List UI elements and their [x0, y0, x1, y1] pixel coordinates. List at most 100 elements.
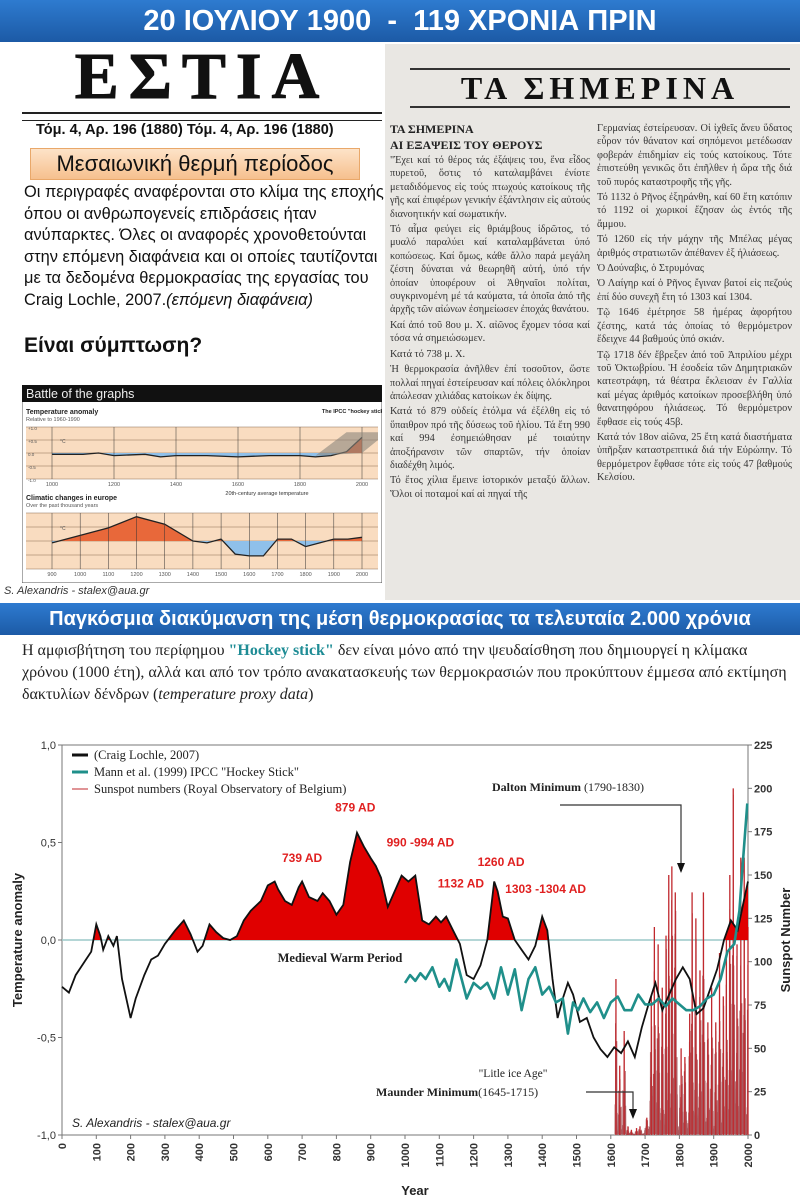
- panel-x-tick: 900: [47, 572, 56, 578]
- battle-of-graphs-chart: Battle of the graphs Temperature anomalyR…: [22, 385, 382, 583]
- panel-series-line: [51, 516, 363, 557]
- panel-subtitle: Relative to 1960-1990: [26, 417, 80, 423]
- section-masthead: ΤΑ ΣΗΜΕΡΙΝΑ: [385, 44, 800, 108]
- maunder-bold: Maunder Minimum: [376, 1085, 478, 1099]
- newspaper-paragraph: ΤΑ ΣΗΜΕΡΙΝΑ: [390, 122, 474, 136]
- panel-x-tick: 1300: [159, 572, 171, 578]
- panel-title: Temperature anomaly: [26, 409, 98, 416]
- panel-title: Climatic changes in europe: [26, 495, 117, 502]
- newspaper-paragraph: Τό 1132 ὁ Ρῆνος ἐξηράνθη, καί 60 ἔτη κατ…: [597, 192, 792, 230]
- newspaper-paragraph: Καί ἀπό τοῦ 8ου μ. Χ. αἰῶνος ἔχομεν τόσα…: [390, 319, 590, 345]
- y2-tick-label: 0: [754, 1130, 760, 1142]
- x-tick-label: 200: [126, 1143, 138, 1161]
- peak-annotation: 1260 AD: [478, 855, 525, 869]
- masthead-rule: [22, 112, 382, 121]
- y-tick-label: 1,0: [41, 740, 56, 752]
- y2-tick-label: 50: [754, 1043, 766, 1055]
- chart-credit: S. Alexandris - stalex@aua.gr: [72, 1116, 231, 1130]
- y-tick-label: 0,0: [41, 935, 56, 947]
- maunder-minimum-label: Maunder Minimum(1645-1715): [376, 1085, 538, 1099]
- newspaper-paragraph: Γερμανίας ἐστείρευσαν. Οἱ ἰχθεῖς ἄνευ ὕδ…: [597, 123, 792, 188]
- y2-tick-label: 200: [754, 783, 772, 795]
- maunder-arrow-head: [629, 1109, 637, 1119]
- intro-text: Οι περιγραφές αναφέρονται στο κλίμα της …: [24, 182, 384, 312]
- panel-x-tick: 1600: [243, 572, 255, 578]
- inset-title-bar: [22, 385, 382, 402]
- newspaper-paragraph: Ἡ θερμοκρασία ἀνῆλθεν ἐπί τοσοῦτον, ὥστε…: [390, 364, 590, 402]
- x-tick-label: 1900: [709, 1143, 721, 1167]
- lochle-series-line: [61, 830, 749, 1060]
- x-tick-label: 1200: [469, 1143, 481, 1167]
- newspaper-paragraph: Τό 1260 εἰς τήν μάχην τῆς Μπέλας μέγας ἀ…: [597, 234, 792, 259]
- maunder-years: (1645-1715): [478, 1085, 538, 1099]
- x-tick-label: 600: [263, 1143, 275, 1161]
- para-text: ): [308, 686, 314, 703]
- dalton-minimum-label: Dalton Minimum (1790-1830): [492, 780, 644, 794]
- hockey-stick-annotation: The IPCC "hockey stick": [322, 409, 382, 415]
- warm-period-fill: [62, 832, 748, 940]
- y2-tick-label: 75: [754, 1000, 766, 1012]
- newspaper-paragraph: Κατά τό 738 μ. Χ.: [390, 348, 466, 360]
- y-axis-label: Temperature anomaly: [10, 872, 25, 1007]
- x-tick-label: 1500: [572, 1143, 584, 1167]
- y2-tick-label: 225: [754, 740, 772, 752]
- page-title: 20 ΙΟΥΛΙΟΥ 1900 - 119 ΧΡΟΝΙΑ ΠΡΙΝ: [0, 0, 800, 42]
- panel-unit: °C: [60, 439, 66, 445]
- peak-annotation: 879 AD: [335, 800, 376, 814]
- x-tick-label: 400: [194, 1143, 206, 1161]
- panel-x-tick: 2000: [356, 482, 368, 488]
- hockey-stick-highlight: "Hockey stick": [228, 642, 334, 659]
- newspaper-paragraph: Ὁ Δούναβις, ὁ Στρυμόνας: [597, 263, 705, 275]
- panel-subtitle: Over the past thousand years: [26, 503, 98, 509]
- newspaper-paragraph: Κατά τόν 18ον αἰῶνα, 25 ἔτη κατά διαστήμ…: [597, 431, 792, 484]
- x-tick-label: 1800: [674, 1143, 686, 1167]
- little-ice-age-label: "Litle ice Age": [479, 1068, 548, 1080]
- x-tick-label: 1700: [640, 1143, 652, 1167]
- newspaper-paragraph: ΑΙ ΕΞΑΨΕΙΣ ΤΟΥ ΘΕΡΟΥΣ: [390, 138, 543, 152]
- dalton-arrow-head: [677, 863, 685, 873]
- issue-reference: Τόμ. 4, Αρ. 196 (1880) Τόμ. 4, Αρ. 196 (…: [36, 122, 334, 138]
- y2-tick-label: 25: [754, 1087, 766, 1099]
- newspaper-paragraph: Ὁ Λαίγηρ καί ὁ Ρῆνος ἔγιναν βατοί εἰς πε…: [597, 278, 792, 303]
- panel-y-tick: 0.0: [28, 452, 35, 457]
- x-tick-label: 2000: [743, 1143, 755, 1167]
- dalton-years: (1790-1830): [581, 780, 644, 794]
- x-tick-label: 1600: [606, 1143, 618, 1167]
- x-tick-label: 1000: [400, 1143, 412, 1167]
- section-masthead-title: ΤΑ ΣΗΜΕΡΙΝΑ: [410, 68, 790, 108]
- mann-series-line: [403, 803, 749, 1035]
- peak-annotation: 990 -994 AD: [387, 835, 455, 849]
- x-tick-label: 700: [297, 1143, 309, 1161]
- y-tick-label: -0,5: [37, 1033, 56, 1045]
- x-tick-label: 0: [57, 1143, 69, 1149]
- x-tick-label: 800: [331, 1143, 343, 1161]
- y2-tick-label: 125: [754, 913, 772, 925]
- section-title: Παγκόσμια διακύμανση της μέση θερμοκρασί…: [0, 603, 800, 635]
- x-tick-label: 1300: [503, 1143, 515, 1167]
- panel-x-tick: 1700: [271, 572, 283, 578]
- panel-x-tick: 1200: [108, 482, 120, 488]
- panel-x-tick: 1800: [294, 482, 306, 488]
- panel-series-line: [52, 436, 363, 458]
- peak-annotation: 739 AD: [282, 851, 323, 865]
- warm-area: [52, 516, 362, 541]
- medieval-warm-period-label: Medieval Warm Period: [278, 951, 403, 965]
- y-tick-label: 0,5: [41, 838, 56, 850]
- panel-x-tick: 1000: [46, 482, 58, 488]
- panel-x-tick: 1000: [74, 572, 86, 578]
- panel-x-tick: 1600: [232, 482, 244, 488]
- x-tick-label: 900: [366, 1143, 378, 1161]
- intro-italic: (επόμενη διαφάνεια): [166, 290, 313, 309]
- panel-x-tick: 1400: [187, 572, 199, 578]
- dalton-arrow-line: [560, 804, 682, 865]
- panel-x-tick: 1200: [130, 572, 142, 578]
- author-credit: S. Alexandris - stalex@aua.gr: [4, 585, 150, 597]
- panel-x-tick: 1400: [170, 482, 182, 488]
- y2-tick-label: 150: [754, 870, 772, 882]
- inset-title: Battle of the graphs: [26, 387, 134, 401]
- peak-annotation: 1303 -1304 AD: [505, 882, 586, 896]
- para-text: Η αμφισβήτηση του περίφημου: [22, 642, 229, 659]
- panel-y-tick: +0.5: [28, 439, 37, 444]
- estia-logo: ΕΣΤΙΑ: [74, 40, 330, 113]
- 20th-century-annotation: 20th-century average temperature: [225, 491, 308, 497]
